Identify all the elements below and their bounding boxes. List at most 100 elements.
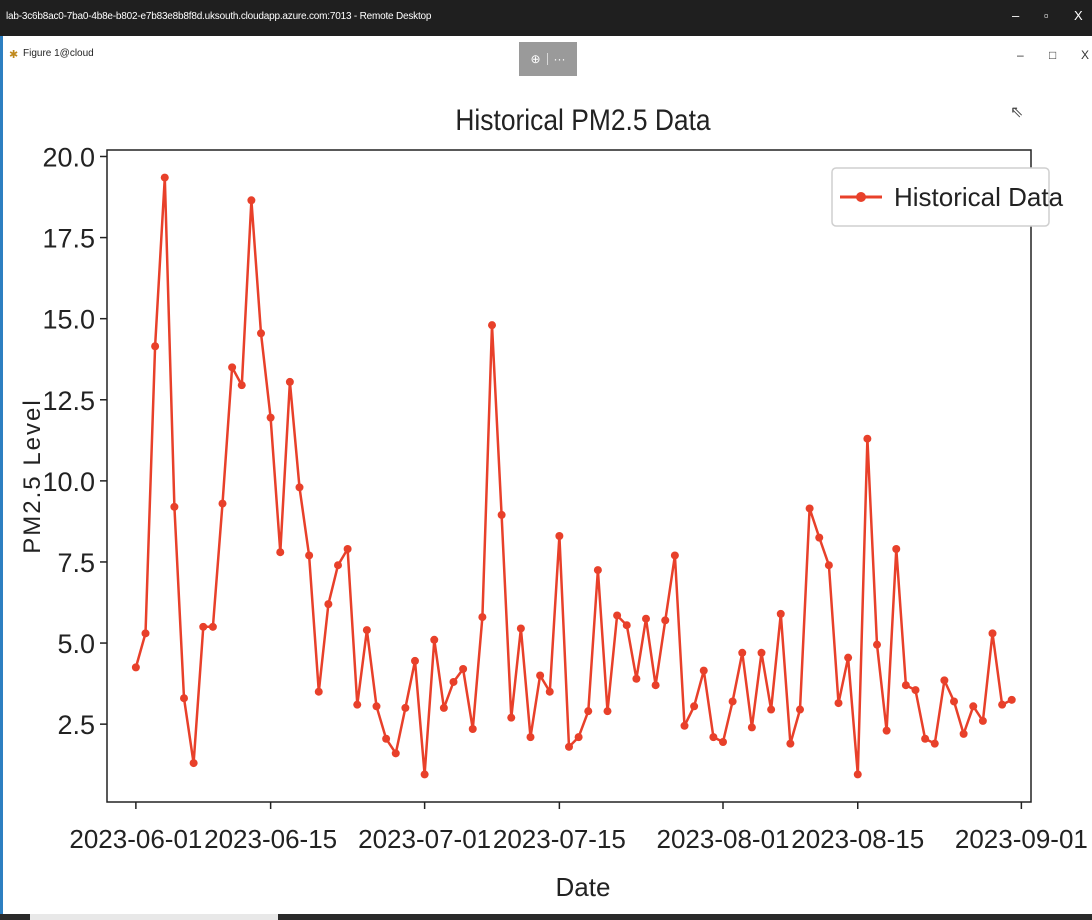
x-tick-label: 2023-08-15 <box>791 824 924 854</box>
legend-label: Historical Data <box>894 182 1064 212</box>
data-point <box>545 687 554 696</box>
figure-maximize-button[interactable]: □ <box>1049 48 1057 62</box>
data-point <box>160 173 169 182</box>
data-point <box>670 551 679 560</box>
remote-desktop-title: lab-3c6b8ac0-7ba0-4b8e-b802-e7b83e8b8f8d… <box>6 11 432 22</box>
data-point <box>776 609 785 618</box>
data-point <box>257 329 265 338</box>
data-point <box>959 729 968 738</box>
remote-desktop-titlebar: lab-3c6b8ac0-7ba0-4b8e-b802-e7b83e8b8f8d… <box>0 0 1092 36</box>
data-point <box>536 671 545 680</box>
data-point <box>247 196 256 205</box>
y-tick-label: 20.0 <box>42 142 95 172</box>
data-point <box>613 611 622 620</box>
data-point <box>699 666 708 675</box>
rdp-minimize-button[interactable]: – <box>1012 8 1020 23</box>
data-point <box>555 532 564 541</box>
data-point <box>401 703 410 712</box>
y-tick-label: 15.0 <box>42 305 95 335</box>
chart-canvas: Historical PM2.5 Data 2.5 5.0 7.5 10.0 12.5 1… <box>19 102 1088 902</box>
data-point <box>622 621 631 630</box>
data-point <box>709 733 718 742</box>
data-point <box>170 502 179 511</box>
data-point <box>237 381 246 390</box>
data-point <box>661 616 670 625</box>
data-point <box>305 551 314 560</box>
window-accent-border <box>0 36 3 920</box>
data-point <box>353 700 362 709</box>
y-tick-label: 12.5 <box>42 386 95 416</box>
plot-frame <box>106 149 1032 803</box>
data-point <box>824 561 833 570</box>
data-point <box>969 702 978 711</box>
data-point <box>892 544 901 553</box>
data-point <box>593 566 602 575</box>
y-tick-label: 2.5 <box>57 710 95 740</box>
chart-title: Historical PM2.5 Data <box>455 102 710 136</box>
data-point <box>642 614 650 623</box>
taskbar-strip <box>0 914 1092 920</box>
data-point <box>796 705 804 714</box>
data-point <box>584 707 593 716</box>
y-tick-label: 17.5 <box>42 224 95 254</box>
y-tick-label: 5.0 <box>57 629 95 659</box>
data-point <box>430 635 439 644</box>
data-point <box>468 725 477 734</box>
data-point <box>449 677 458 686</box>
data-point <box>747 723 756 732</box>
data-point <box>343 544 352 553</box>
more-options-icon[interactable]: ··· <box>553 52 566 66</box>
data-point <box>978 716 987 725</box>
data-point <box>786 739 795 748</box>
x-tick-label: 2023-08-01 <box>657 824 790 854</box>
data-point <box>574 733 583 742</box>
data-point <box>690 702 699 711</box>
data-point <box>680 721 689 730</box>
data-point <box>218 499 227 508</box>
data-point <box>853 770 862 779</box>
data-point <box>998 700 1007 709</box>
figure-app-icon: ✱ <box>9 49 19 61</box>
data-point <box>988 629 997 638</box>
data-point <box>382 734 391 743</box>
zoom-toolbar[interactable]: ⊕ ··· <box>519 42 577 76</box>
data-point <box>719 737 727 746</box>
data-point <box>940 676 949 685</box>
x-tick-label: 2023-06-01 <box>69 824 202 854</box>
data-point <box>180 694 188 703</box>
rdp-restore-button[interactable]: ▫ <box>1044 8 1049 23</box>
data-point <box>507 713 516 722</box>
zoom-icon[interactable]: ⊕ <box>530 52 541 66</box>
data-point <box>815 533 824 542</box>
figure-minimize-button[interactable]: – <box>1017 48 1024 62</box>
mouse-cursor-icon: ⇖ <box>1010 104 1024 121</box>
figure-close-button[interactable]: X <box>1081 48 1090 62</box>
data-point <box>911 686 920 695</box>
data-point <box>844 653 853 662</box>
figure-titlebar: ✱ Figure 1@cloud ⊕ ··· – □ X <box>3 36 1092 76</box>
data-point <box>285 377 294 386</box>
x-tick-label: 2023-07-15 <box>493 824 626 854</box>
data-point <box>266 413 275 422</box>
taskbar-segment <box>30 914 278 920</box>
data-point <box>805 504 814 513</box>
data-point <box>199 622 208 631</box>
x-tick-label: 2023-06-15 <box>204 824 337 854</box>
y-tick-label: 10.0 <box>42 467 95 497</box>
data-point <box>324 600 333 609</box>
data-point <box>863 434 872 443</box>
data-point <box>834 699 843 708</box>
data-point <box>738 648 747 657</box>
figure-title: Figure 1@cloud <box>23 48 94 59</box>
legend-box <box>831 167 1050 227</box>
data-point <box>411 656 419 665</box>
data-point <box>372 702 381 711</box>
rdp-close-button[interactable]: X <box>1074 8 1083 23</box>
x-tick-label: 2023-07-01 <box>358 824 491 854</box>
data-point <box>189 759 198 768</box>
data-point <box>901 681 910 690</box>
data-point <box>478 613 487 622</box>
data-point <box>141 629 150 638</box>
data-point <box>439 703 448 712</box>
data-point <box>228 363 237 372</box>
